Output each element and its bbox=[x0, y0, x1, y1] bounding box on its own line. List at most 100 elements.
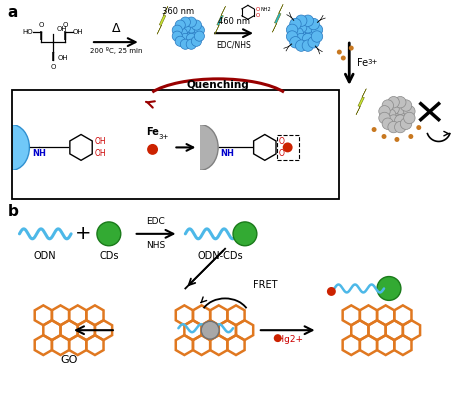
Polygon shape bbox=[157, 6, 168, 34]
Circle shape bbox=[311, 31, 323, 42]
Circle shape bbox=[394, 122, 406, 133]
Circle shape bbox=[172, 25, 182, 35]
Circle shape bbox=[186, 17, 196, 27]
Text: O: O bbox=[38, 22, 44, 28]
Text: NH2: NH2 bbox=[261, 7, 272, 12]
Circle shape bbox=[97, 222, 121, 246]
Text: OH: OH bbox=[56, 26, 67, 32]
Circle shape bbox=[194, 25, 204, 35]
Circle shape bbox=[290, 36, 301, 48]
Circle shape bbox=[286, 31, 298, 42]
Circle shape bbox=[398, 109, 410, 120]
Circle shape bbox=[295, 21, 307, 33]
Circle shape bbox=[295, 40, 307, 52]
Ellipse shape bbox=[182, 124, 218, 170]
Bar bbox=[277, 134, 299, 160]
Circle shape bbox=[172, 31, 182, 41]
Circle shape bbox=[147, 144, 158, 155]
Circle shape bbox=[379, 106, 390, 117]
Circle shape bbox=[377, 277, 401, 300]
Text: GO: GO bbox=[60, 355, 78, 365]
Circle shape bbox=[183, 28, 193, 38]
Text: NH: NH bbox=[220, 149, 234, 158]
Text: EDC/NHS: EDC/NHS bbox=[217, 40, 251, 49]
Text: 360 nm: 360 nm bbox=[162, 8, 194, 16]
Circle shape bbox=[395, 115, 406, 126]
Circle shape bbox=[379, 112, 390, 124]
Circle shape bbox=[201, 321, 219, 339]
Text: CDs: CDs bbox=[99, 251, 118, 261]
Text: •Hg2+: •Hg2+ bbox=[272, 335, 303, 344]
Text: b: b bbox=[8, 204, 18, 219]
Circle shape bbox=[292, 28, 303, 39]
Polygon shape bbox=[356, 89, 366, 115]
Circle shape bbox=[194, 31, 204, 41]
Text: O: O bbox=[256, 7, 260, 12]
Text: O: O bbox=[279, 137, 284, 146]
Bar bbox=[11, 90, 339, 199]
Polygon shape bbox=[215, 6, 226, 34]
Circle shape bbox=[388, 115, 399, 126]
Text: OH: OH bbox=[95, 149, 107, 158]
Text: ODN-CDs: ODN-CDs bbox=[197, 251, 243, 261]
Text: a: a bbox=[8, 5, 18, 21]
Text: OH: OH bbox=[57, 55, 68, 61]
Circle shape bbox=[388, 96, 399, 108]
Circle shape bbox=[382, 134, 386, 139]
Circle shape bbox=[395, 103, 406, 114]
Circle shape bbox=[302, 21, 314, 33]
Circle shape bbox=[295, 34, 307, 45]
Text: Fe: Fe bbox=[357, 58, 368, 68]
Circle shape bbox=[191, 20, 201, 30]
Text: Δ: Δ bbox=[111, 22, 120, 35]
Circle shape bbox=[189, 28, 200, 38]
Text: ODN: ODN bbox=[34, 251, 56, 261]
Text: O: O bbox=[256, 13, 260, 18]
Circle shape bbox=[394, 96, 406, 108]
Polygon shape bbox=[273, 4, 283, 32]
Circle shape bbox=[308, 18, 319, 30]
Text: O: O bbox=[279, 149, 284, 158]
Circle shape bbox=[299, 28, 310, 39]
Circle shape bbox=[186, 34, 196, 44]
Text: EDC: EDC bbox=[146, 217, 165, 226]
Circle shape bbox=[191, 36, 201, 47]
Circle shape bbox=[404, 112, 415, 124]
Circle shape bbox=[341, 56, 346, 60]
Text: FRET: FRET bbox=[253, 280, 277, 290]
Circle shape bbox=[290, 18, 301, 30]
Circle shape bbox=[416, 125, 421, 130]
Circle shape bbox=[337, 49, 342, 54]
Text: ‖: ‖ bbox=[63, 31, 67, 40]
Circle shape bbox=[180, 34, 191, 44]
Circle shape bbox=[175, 36, 185, 47]
Circle shape bbox=[327, 287, 336, 296]
Circle shape bbox=[401, 100, 412, 111]
Circle shape bbox=[401, 118, 412, 129]
Circle shape bbox=[180, 39, 191, 49]
Circle shape bbox=[233, 222, 257, 246]
Circle shape bbox=[384, 109, 396, 120]
Circle shape bbox=[295, 15, 307, 26]
Text: 200 ºC, 25 min: 200 ºC, 25 min bbox=[90, 47, 142, 54]
Circle shape bbox=[349, 46, 354, 51]
Circle shape bbox=[388, 103, 399, 114]
Text: ‖: ‖ bbox=[51, 52, 55, 60]
Circle shape bbox=[311, 24, 323, 36]
Circle shape bbox=[175, 20, 185, 30]
Text: NHS: NHS bbox=[146, 241, 165, 250]
Text: 3+: 3+ bbox=[158, 134, 169, 140]
Text: O: O bbox=[51, 64, 56, 70]
Circle shape bbox=[177, 28, 187, 38]
Text: Quenching: Quenching bbox=[187, 80, 249, 90]
Circle shape bbox=[391, 109, 402, 120]
Circle shape bbox=[388, 122, 399, 133]
Circle shape bbox=[404, 106, 415, 117]
Circle shape bbox=[180, 23, 191, 33]
Circle shape bbox=[372, 127, 376, 132]
Ellipse shape bbox=[0, 124, 29, 170]
Text: Fe: Fe bbox=[146, 127, 159, 137]
Circle shape bbox=[186, 23, 196, 33]
Circle shape bbox=[186, 39, 196, 49]
Circle shape bbox=[180, 17, 191, 27]
